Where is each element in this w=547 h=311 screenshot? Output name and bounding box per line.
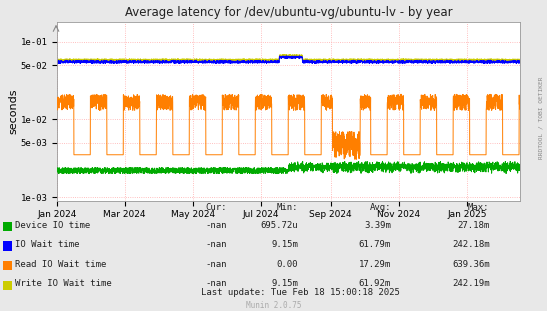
- Text: 3.39m: 3.39m: [364, 220, 391, 230]
- Text: Min:: Min:: [277, 203, 298, 212]
- Text: 9.15m: 9.15m: [271, 279, 298, 288]
- Text: 0.00: 0.00: [277, 260, 298, 269]
- Text: -nan: -nan: [206, 260, 227, 269]
- Text: 61.92m: 61.92m: [359, 279, 391, 288]
- Text: Munin 2.0.75: Munin 2.0.75: [246, 301, 301, 310]
- Text: 27.18m: 27.18m: [457, 220, 490, 230]
- Text: 242.18m: 242.18m: [452, 240, 490, 249]
- Text: Read IO Wait time: Read IO Wait time: [15, 260, 106, 269]
- Text: Max:: Max:: [468, 203, 490, 212]
- Text: 9.15m: 9.15m: [271, 240, 298, 249]
- Text: Avg:: Avg:: [370, 203, 391, 212]
- Text: Write IO Wait time: Write IO Wait time: [15, 279, 112, 288]
- Text: 695.72u: 695.72u: [260, 220, 298, 230]
- Text: 61.79m: 61.79m: [359, 240, 391, 249]
- Text: 242.19m: 242.19m: [452, 279, 490, 288]
- Text: Cur:: Cur:: [206, 203, 227, 212]
- Text: 17.29m: 17.29m: [359, 260, 391, 269]
- Text: 639.36m: 639.36m: [452, 260, 490, 269]
- Text: -nan: -nan: [206, 240, 227, 249]
- Text: IO Wait time: IO Wait time: [15, 240, 79, 249]
- Text: -nan: -nan: [206, 279, 227, 288]
- Text: Last update: Tue Feb 18 15:00:18 2025: Last update: Tue Feb 18 15:00:18 2025: [201, 288, 400, 297]
- Title: Average latency for /dev/ubuntu-vg/ubuntu-lv - by year: Average latency for /dev/ubuntu-vg/ubunt…: [125, 6, 452, 19]
- Y-axis label: seconds: seconds: [8, 88, 18, 134]
- Text: RRDTOOL / TOBI OETIKER: RRDTOOL / TOBI OETIKER: [538, 77, 543, 160]
- Text: -nan: -nan: [206, 220, 227, 230]
- Text: Device IO time: Device IO time: [15, 220, 90, 230]
